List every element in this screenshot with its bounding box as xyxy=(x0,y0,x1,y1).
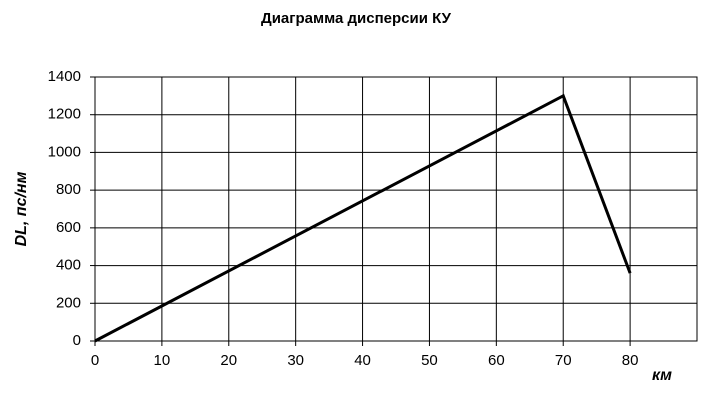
x-tick-label: 60 xyxy=(488,352,505,369)
x-tick-label: 40 xyxy=(354,352,371,369)
x-axis-label: км xyxy=(652,367,672,384)
x-tick-label: 20 xyxy=(220,352,237,369)
y-axis-label: DL, пс/нм xyxy=(13,171,30,246)
x-tick-label: 80 xyxy=(622,352,639,369)
y-tick-label: 1200 xyxy=(48,106,81,123)
y-tick-label: 0 xyxy=(73,332,81,349)
x-tick-label: 0 xyxy=(91,352,99,369)
x-tick-label: 50 xyxy=(421,352,438,369)
x-tick-label: 10 xyxy=(154,352,171,369)
x-tick-label: 70 xyxy=(555,352,572,369)
y-tick-label: 200 xyxy=(56,294,81,311)
y-tick-label: 1400 xyxy=(48,68,81,85)
y-tick-label: 400 xyxy=(56,257,81,274)
chart-title: Диаграмма дисперсии КУ xyxy=(261,10,452,27)
data-line xyxy=(94,93,632,343)
y-tick-label: 800 xyxy=(56,181,81,198)
x-tick-label: 30 xyxy=(287,352,304,369)
y-tick-label: 1000 xyxy=(48,143,81,160)
y-tick-label: 600 xyxy=(56,219,81,236)
